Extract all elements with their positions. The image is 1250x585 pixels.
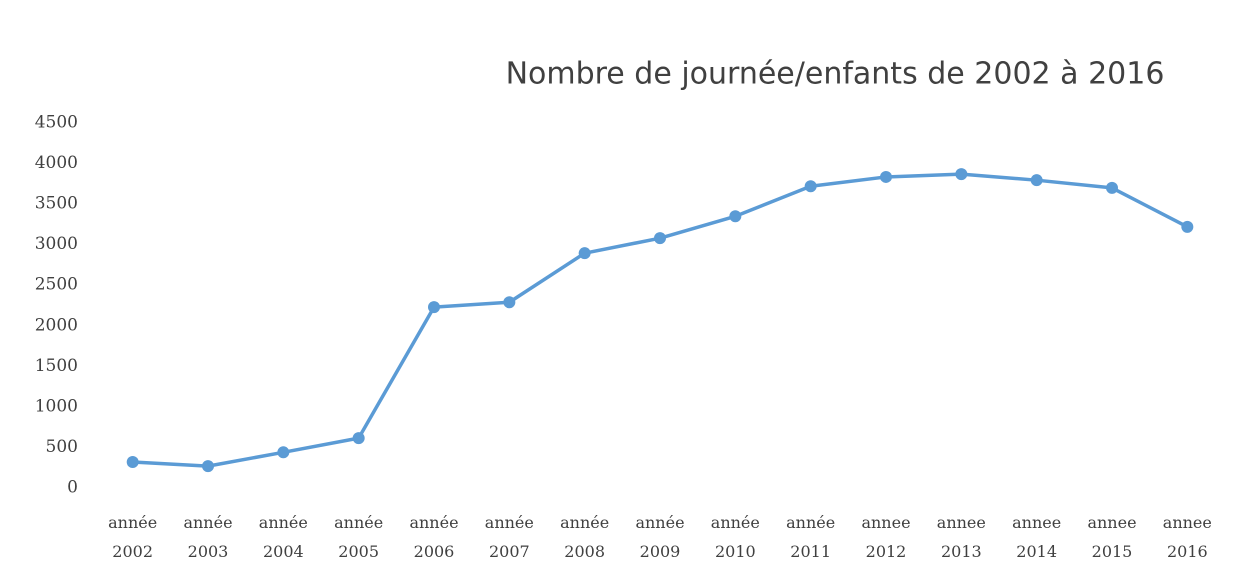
x-tick-label: annee 2014 [1012, 513, 1062, 561]
x-tick-label: année 2003 [183, 513, 233, 561]
y-tick-label: 3000 [35, 234, 78, 254]
marker [277, 446, 290, 459]
marker [729, 210, 742, 223]
marker [428, 301, 440, 314]
marker [880, 170, 892, 183]
x-tick-label: année 2009 [635, 513, 685, 561]
y-tick-label: 1500 [35, 356, 78, 376]
line [132, 172, 1189, 468]
y-tick-label: 2000 [35, 315, 78, 335]
x-tick-label: année 2008 [560, 513, 610, 561]
y-tick-label: 4000 [35, 153, 78, 173]
y-tick-label: 0 [67, 478, 78, 498]
x-tick-label: année 2002 [108, 513, 158, 561]
y-tick-label: 4500 [35, 113, 78, 133]
marker [1181, 220, 1194, 233]
y-tick-label: 2500 [35, 275, 78, 295]
x-tick-label: année 2004 [258, 513, 308, 561]
marker [503, 296, 516, 309]
x-tick-label: année 2011 [786, 513, 836, 561]
x-tick-label: annee 2012 [861, 513, 911, 561]
chart-title: Nombre de journée/enfants de 2002 à 2016 [506, 57, 1165, 92]
x-tick-label: année 2006 [409, 513, 459, 561]
x-tick-label: annee 2015 [1087, 513, 1137, 561]
marker [1030, 174, 1043, 187]
marker [654, 232, 666, 245]
y-tick-label: 1000 [35, 396, 78, 416]
x-tick-label: année 2007 [484, 513, 534, 561]
y-tick-label: 500 [46, 437, 78, 457]
x-tick-label: année 2005 [334, 513, 384, 561]
marker [126, 456, 139, 469]
marker [804, 180, 817, 193]
x-tick-label: annee 2013 [936, 513, 986, 561]
marker [578, 247, 591, 260]
x-tick-label: année 2010 [710, 513, 760, 561]
x-tick-label: annee 2016 [1162, 513, 1212, 561]
marker [202, 460, 214, 473]
y-tick-label: 3500 [35, 194, 78, 214]
marker [955, 168, 968, 181]
marker [1106, 181, 1118, 194]
marker [352, 432, 365, 445]
